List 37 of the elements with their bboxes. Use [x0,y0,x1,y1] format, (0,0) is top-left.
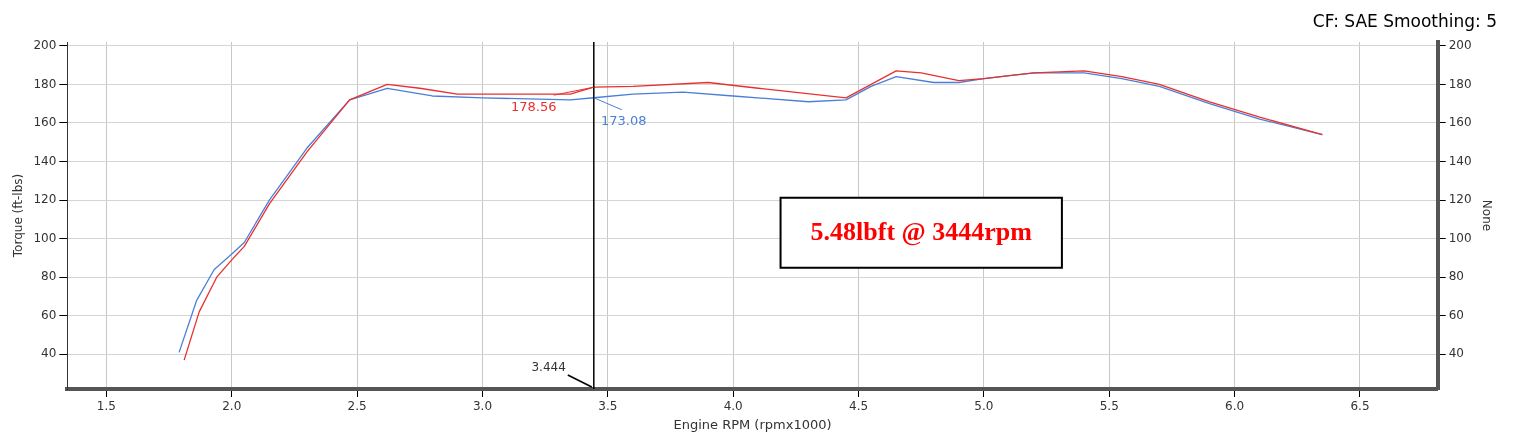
y-tick-label: 60 [41,307,57,322]
chart-subtitle: CF: SAE Smoothing: 5 [1312,10,1497,31]
x-tick-label: 6.0 [1225,399,1245,414]
annotation: 178.56 [511,98,557,114]
x-tick-label: 6.5 [1350,399,1370,414]
ref-line-label: 3.444 [531,360,566,374]
x-tick-label: 3.5 [598,399,618,414]
y2-tick-label: 40 [1448,346,1464,361]
y2-tick-label: 120 [1448,192,1472,207]
x-tick-label: 2.5 [347,399,367,414]
y-tick-label: 80 [41,269,57,284]
y-tick-label: 40 [41,346,57,361]
y2-tick-label: 100 [1448,230,1472,245]
y2-tick-label: 180 [1448,76,1472,91]
x-tick-label: 2.0 [222,399,242,414]
y2-tick-label: 200 [1448,37,1472,52]
x-tick-label: 4.5 [849,399,869,414]
y2-tick-label: 60 [1448,307,1464,322]
y2-tick-label: 140 [1448,153,1472,168]
x-tick-label: 4.0 [723,399,743,414]
y2-tick-label: 80 [1448,269,1464,284]
annotation: 5.48lbft @ 3444rpm [810,216,1033,246]
y2-axis-title: None [1479,199,1494,232]
y-tick-label: 140 [33,153,57,168]
x-axis-title: Engine RPM (rpmx1000) [673,416,832,432]
y-axis-title: Torque (ft-lbs) [11,173,26,259]
x-tick-label: 3.0 [472,399,493,414]
y-tick-label: 180 [33,76,57,91]
y2-tick-label: 160 [1448,115,1472,130]
x-tick-label: 1.5 [96,399,116,414]
y-tick-label: 160 [33,115,57,130]
x-tick-label: 5.0 [974,399,994,414]
annotation: 173.08 [601,113,647,129]
y-tick-label: 120 [33,192,57,207]
y-tick-label: 200 [33,37,57,52]
x-tick-label: 5.5 [1099,399,1119,414]
y-tick-label: 100 [33,230,57,245]
